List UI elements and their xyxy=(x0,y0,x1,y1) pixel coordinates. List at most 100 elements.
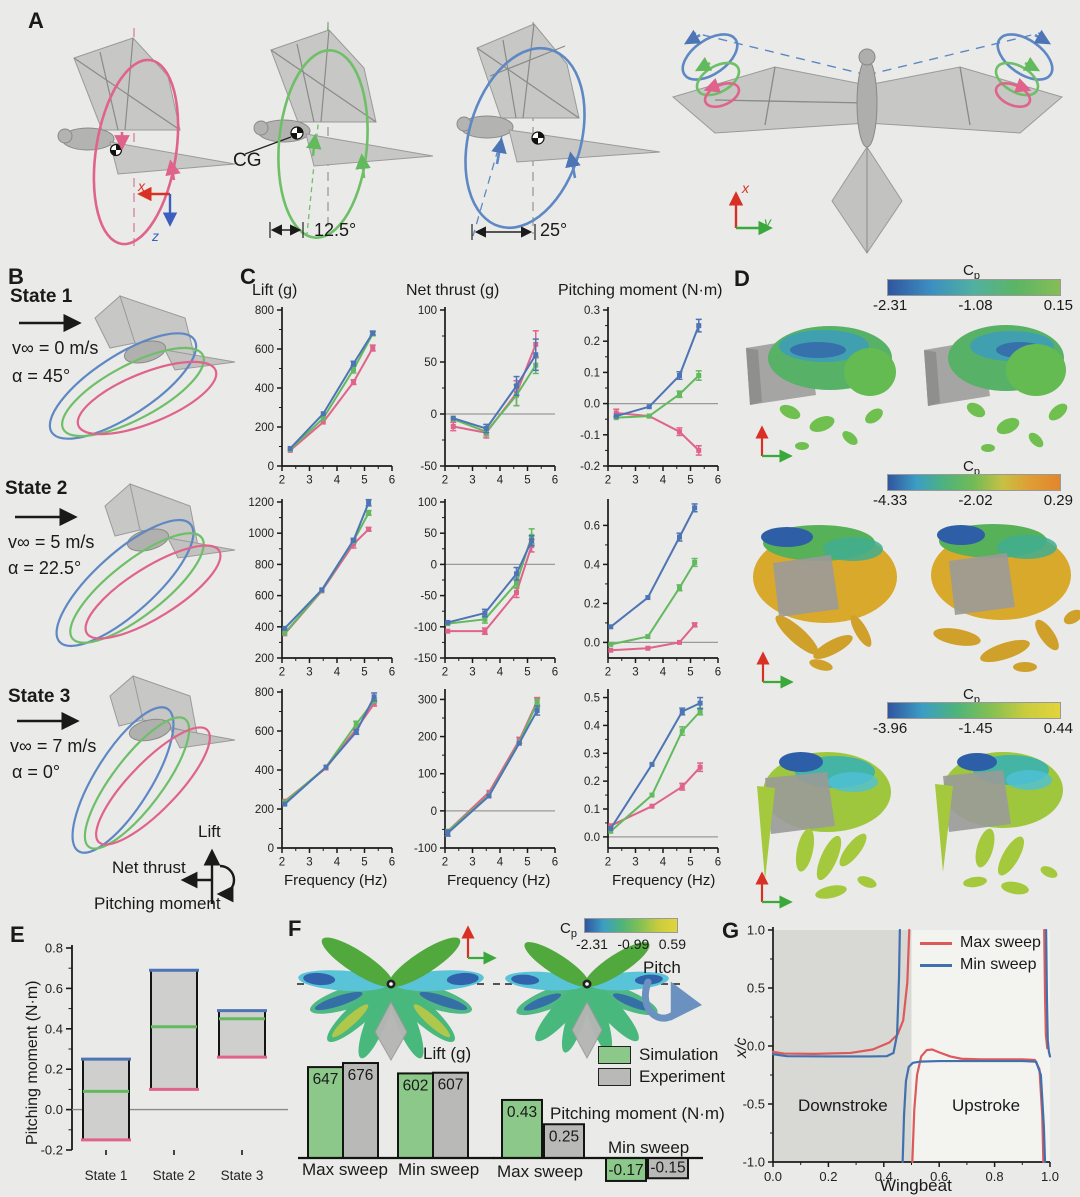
svg-text:2: 2 xyxy=(605,667,611,679)
cp-surface-max-sweep xyxy=(297,937,485,1062)
svg-text:1200: 1200 xyxy=(248,497,274,509)
svg-text:0: 0 xyxy=(268,461,274,473)
svg-text:800: 800 xyxy=(255,559,274,571)
svg-text:4: 4 xyxy=(497,667,504,679)
svg-text:600: 600 xyxy=(255,726,274,738)
svg-text:0.1: 0.1 xyxy=(584,367,600,379)
state2-velocity: v∞ = 5 m/s xyxy=(8,532,95,552)
f-lift-title: Lift (g) xyxy=(423,1044,472,1063)
axis-z-label: z xyxy=(152,228,159,244)
cp-colorbar-2 xyxy=(887,474,1061,491)
svg-text:0.4: 0.4 xyxy=(584,720,601,732)
cp-label-3: Cp xyxy=(963,686,980,706)
svg-text:5: 5 xyxy=(524,857,530,869)
svg-text:300: 300 xyxy=(418,694,437,706)
chart-state1-lift: 0 200 400 600 800 2 3 4 5 6 xyxy=(255,305,395,487)
svg-text:6: 6 xyxy=(389,857,395,869)
svg-text:4: 4 xyxy=(497,475,504,487)
svg-text:2: 2 xyxy=(605,857,611,869)
svg-text:0.3: 0.3 xyxy=(584,748,600,760)
svg-text:0.2: 0.2 xyxy=(819,1169,837,1184)
svg-text:6: 6 xyxy=(552,475,558,487)
svg-text:6: 6 xyxy=(552,857,558,869)
svg-text:607: 607 xyxy=(438,1077,464,1094)
flow-arrow-state2 xyxy=(15,507,78,527)
vortex-visualization-state3 xyxy=(757,752,1063,899)
robot-sketch-state2 xyxy=(55,483,236,648)
col-title-net-thrust: Net thrust (g) xyxy=(406,282,500,299)
axis-x-label: x xyxy=(138,178,145,194)
col-title-lift: Lift (g) xyxy=(252,282,298,299)
svg-text:2: 2 xyxy=(442,667,448,679)
svg-text:5: 5 xyxy=(687,667,693,679)
svg-text:0.2: 0.2 xyxy=(584,598,600,610)
svg-text:100: 100 xyxy=(418,769,437,781)
svg-text:0.5: 0.5 xyxy=(747,981,765,996)
cp-colorbar-3 xyxy=(887,702,1061,719)
cp-surface-min-sweep xyxy=(493,942,681,1060)
svg-text:602: 602 xyxy=(403,1077,429,1094)
svg-text:2: 2 xyxy=(279,475,285,487)
svg-text:-50: -50 xyxy=(420,591,437,603)
chart-state1-pitching-moment: -0.2 -0.1 0.0 0.1 0.2 0.3 2 3 4 5 6 xyxy=(580,305,721,486)
vortex-iso-surface-right xyxy=(924,325,1068,452)
simulation-label: Simulation xyxy=(639,1045,719,1064)
svg-text:-50: -50 xyxy=(420,461,437,473)
panel-label-d: D xyxy=(734,266,750,291)
f-moment-max-sweep-label: Max sweep xyxy=(497,1162,583,1181)
chart-state3-pitching-moment: 0.0 0.1 0.2 0.3 0.4 0.5 2 3 4 5 6 xyxy=(584,689,721,869)
svg-text:-0.15: -0.15 xyxy=(650,1159,685,1176)
cg-label: CG xyxy=(233,150,262,171)
svg-text:0.2: 0.2 xyxy=(45,1062,63,1077)
chart-lift-sim-vs-exp: 647 676 602 607 xyxy=(298,1062,494,1160)
min-sweep-label: Min sweep xyxy=(960,956,1037,973)
freq-label-3: Frequency (Hz) xyxy=(612,872,716,889)
simulation-swatch xyxy=(598,1046,631,1064)
svg-text:-0.5: -0.5 xyxy=(743,1097,765,1112)
svg-text:3: 3 xyxy=(632,857,638,869)
axes-glyph-xz xyxy=(137,186,178,227)
state3-alpha: α = 0° xyxy=(12,762,61,782)
flow-arrow-state3 xyxy=(17,711,80,731)
axes-glyph-f xyxy=(461,925,497,965)
svg-text:0.2: 0.2 xyxy=(584,336,600,348)
svg-text:3: 3 xyxy=(632,667,638,679)
svg-text:3: 3 xyxy=(469,667,475,679)
svg-text:800: 800 xyxy=(255,305,274,317)
svg-text:-100: -100 xyxy=(414,843,437,855)
svg-text:4: 4 xyxy=(660,857,667,869)
cp-colorbar-f-ticks: -2.31 -0.99 0.59 xyxy=(576,936,686,952)
axis-y-label-front: y xyxy=(764,214,771,230)
svg-text:0.25: 0.25 xyxy=(549,1128,579,1145)
flow-arrow-state1 xyxy=(19,313,82,333)
svg-text:0.0: 0.0 xyxy=(584,399,600,411)
min-sweep-line-icon xyxy=(920,963,952,967)
freq-label-1: Frequency (Hz) xyxy=(284,872,388,889)
svg-text:State 1: State 1 xyxy=(85,1168,128,1183)
svg-text:4: 4 xyxy=(497,857,504,869)
svg-text:800: 800 xyxy=(255,687,274,699)
svg-text:0: 0 xyxy=(431,806,437,818)
cp-label-1: Cp xyxy=(963,262,980,282)
svg-text:200: 200 xyxy=(255,653,274,665)
svg-text:-0.17: -0.17 xyxy=(608,1162,643,1179)
chart-wingtip-xc: -1.0 -0.5 0.0 0.5 1.0 0.0 0.2 0.4 0.6 0.8 1.0 xyxy=(743,923,1059,1184)
robot-side-view-mid-sweep xyxy=(244,22,434,240)
svg-text:5: 5 xyxy=(524,475,530,487)
f-lift-min-sweep-label: Min sweep xyxy=(398,1160,480,1179)
state3-velocity: v∞ = 7 m/s xyxy=(10,736,97,756)
svg-text:4: 4 xyxy=(334,475,341,487)
robot-sketch-state3 xyxy=(71,675,236,854)
svg-text:100: 100 xyxy=(418,497,437,509)
svg-text:0.4: 0.4 xyxy=(584,559,601,571)
lift-axis-label: Lift xyxy=(198,822,221,841)
svg-text:5: 5 xyxy=(687,857,693,869)
state3-name: State 3 xyxy=(8,686,71,707)
state1-velocity: v∞ = 0 m/s xyxy=(12,338,99,358)
svg-text:5: 5 xyxy=(361,667,367,679)
svg-text:50: 50 xyxy=(424,528,437,540)
svg-text:0.8: 0.8 xyxy=(986,1169,1004,1184)
wingtip-loop-left xyxy=(681,29,741,109)
chart-state2-net-thrust: -150 -100 -50 0 50 100 2 3 4 5 6 xyxy=(414,497,558,679)
panel-label-a: A xyxy=(28,8,44,33)
